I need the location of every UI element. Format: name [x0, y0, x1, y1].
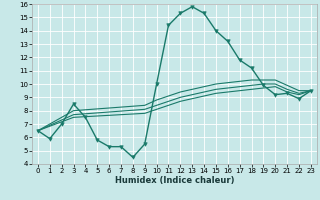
X-axis label: Humidex (Indice chaleur): Humidex (Indice chaleur)	[115, 176, 234, 185]
